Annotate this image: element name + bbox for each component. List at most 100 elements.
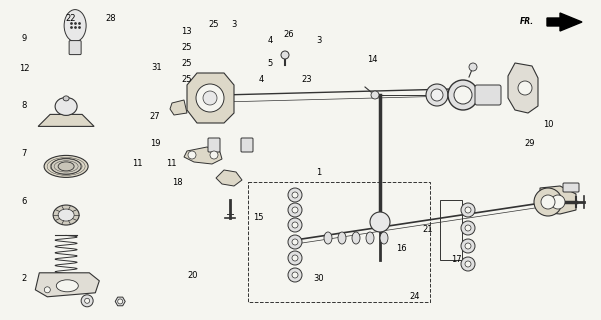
Circle shape (292, 192, 298, 198)
Ellipse shape (380, 232, 388, 244)
Ellipse shape (63, 96, 69, 101)
Ellipse shape (53, 205, 79, 225)
Circle shape (292, 207, 298, 213)
Circle shape (518, 81, 532, 95)
Ellipse shape (51, 158, 81, 174)
Circle shape (465, 225, 471, 231)
Text: 15: 15 (253, 213, 264, 222)
Circle shape (288, 268, 302, 282)
Polygon shape (35, 273, 99, 297)
Circle shape (465, 243, 471, 249)
Text: 4: 4 (259, 75, 264, 84)
Text: 6: 6 (22, 197, 26, 206)
Circle shape (292, 255, 298, 261)
Text: 25: 25 (208, 20, 219, 29)
Circle shape (196, 84, 224, 112)
Ellipse shape (58, 162, 74, 171)
Circle shape (465, 207, 471, 213)
Text: 26: 26 (283, 30, 294, 39)
Ellipse shape (58, 209, 74, 221)
Ellipse shape (324, 232, 332, 244)
FancyBboxPatch shape (208, 138, 220, 152)
Circle shape (461, 239, 475, 253)
Circle shape (288, 235, 302, 249)
Polygon shape (170, 100, 187, 115)
Polygon shape (508, 63, 538, 113)
Text: 16: 16 (396, 244, 407, 253)
Text: 18: 18 (172, 178, 183, 187)
Text: 3: 3 (316, 36, 321, 45)
Text: 21: 21 (423, 225, 433, 234)
Circle shape (371, 91, 379, 99)
Text: 9: 9 (22, 34, 26, 43)
Ellipse shape (426, 84, 448, 106)
Circle shape (288, 251, 302, 265)
Ellipse shape (454, 86, 472, 104)
Text: FR.: FR. (520, 18, 534, 27)
FancyBboxPatch shape (475, 85, 501, 105)
Polygon shape (38, 114, 94, 126)
Text: 13: 13 (181, 27, 192, 36)
Text: 2: 2 (22, 274, 26, 283)
Circle shape (203, 91, 217, 105)
Circle shape (288, 188, 302, 202)
Ellipse shape (431, 89, 443, 101)
Circle shape (370, 212, 390, 232)
Ellipse shape (56, 280, 78, 292)
Text: 14: 14 (367, 55, 378, 64)
Circle shape (292, 222, 298, 228)
Circle shape (292, 272, 298, 278)
FancyBboxPatch shape (563, 183, 579, 192)
Text: 3: 3 (232, 20, 237, 29)
Circle shape (461, 257, 475, 271)
Text: 1: 1 (316, 168, 321, 177)
Polygon shape (115, 297, 125, 306)
Text: 31: 31 (151, 63, 162, 72)
Text: 25: 25 (181, 75, 192, 84)
Circle shape (85, 298, 90, 303)
Polygon shape (547, 13, 582, 31)
Text: 29: 29 (525, 139, 535, 148)
Text: 19: 19 (150, 139, 160, 148)
Polygon shape (184, 147, 222, 164)
Ellipse shape (541, 195, 555, 209)
Text: 25: 25 (181, 43, 192, 52)
Text: 20: 20 (187, 271, 198, 280)
Circle shape (288, 203, 302, 217)
Circle shape (188, 151, 196, 159)
Ellipse shape (534, 188, 562, 216)
FancyBboxPatch shape (69, 41, 81, 55)
Polygon shape (540, 186, 576, 214)
Circle shape (210, 151, 218, 159)
Text: 28: 28 (106, 14, 117, 23)
Circle shape (288, 218, 302, 232)
Text: 10: 10 (543, 120, 554, 129)
Text: 4: 4 (268, 36, 273, 45)
Circle shape (81, 295, 93, 307)
Circle shape (44, 287, 50, 293)
Circle shape (461, 203, 475, 217)
Text: 8: 8 (22, 101, 26, 110)
Text: 23: 23 (301, 75, 312, 84)
Circle shape (465, 261, 471, 267)
Ellipse shape (55, 97, 77, 116)
Text: 22: 22 (66, 14, 76, 23)
Text: 11: 11 (166, 159, 177, 168)
Ellipse shape (352, 232, 360, 244)
Text: 12: 12 (19, 64, 29, 73)
Text: 11: 11 (132, 159, 142, 168)
Circle shape (469, 63, 477, 71)
Polygon shape (187, 73, 234, 123)
Circle shape (461, 221, 475, 235)
Ellipse shape (338, 232, 346, 244)
Ellipse shape (366, 232, 374, 244)
Circle shape (292, 239, 298, 245)
Ellipse shape (448, 80, 478, 110)
FancyBboxPatch shape (241, 138, 253, 152)
Circle shape (551, 195, 565, 209)
Circle shape (281, 51, 289, 59)
Polygon shape (216, 170, 242, 186)
Ellipse shape (64, 10, 86, 42)
Text: 7: 7 (22, 149, 26, 158)
Text: 27: 27 (150, 112, 160, 121)
